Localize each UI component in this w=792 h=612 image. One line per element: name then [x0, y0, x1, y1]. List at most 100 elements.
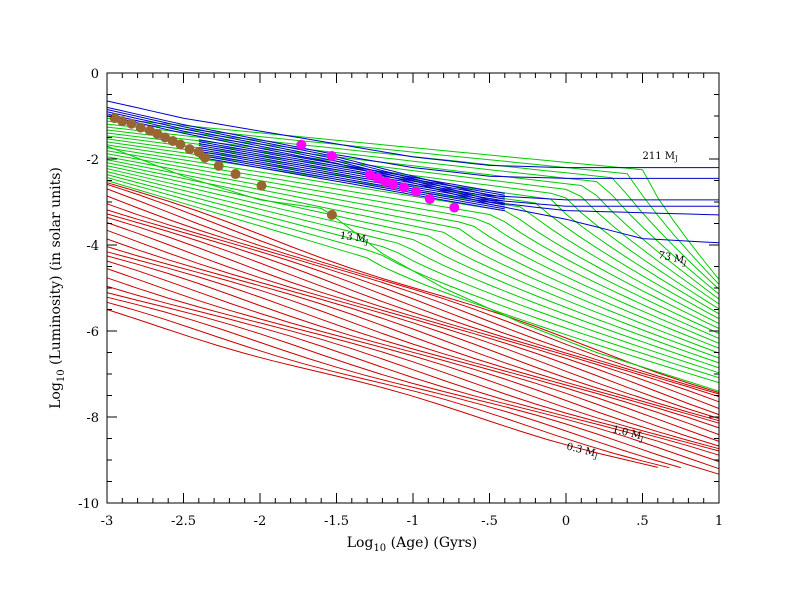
star-track: [198, 148, 505, 204]
x-tick-label: .5: [636, 514, 648, 529]
brown-dwarf-track: [106, 171, 720, 369]
deuterium-limit-track: [106, 145, 720, 392]
brown-data-point: [230, 169, 241, 180]
brown-dwarf-track: [106, 150, 720, 334]
brown-data-point: [184, 144, 195, 155]
x-tick-label: -1.5: [324, 514, 349, 529]
object-markers: [109, 113, 460, 220]
star-track: [198, 139, 505, 194]
star-track: [106, 106, 719, 179]
star-track: [198, 146, 505, 202]
brown-dwarf-track: [106, 180, 720, 384]
brown-data-point: [144, 125, 155, 136]
star-track: [198, 150, 505, 206]
planet-track: [106, 246, 720, 442]
x-tick-label: 1: [715, 514, 723, 529]
star-track: [106, 113, 720, 216]
x-axis-title: Log10 (Age) (Gyrs): [347, 535, 478, 554]
y-tick-label: -10: [78, 497, 99, 512]
mass-label: 0.3 MJ: [565, 441, 599, 460]
y-tick-label: -8: [86, 411, 99, 426]
axis-ticks: [106, 72, 720, 504]
brown-data-point: [213, 160, 224, 171]
brown-dwarf-track: [106, 159, 720, 349]
brown-data-point: [199, 152, 210, 163]
magenta-data-point: [296, 139, 307, 150]
star-track: [106, 111, 719, 207]
planet-track: [106, 222, 720, 424]
planet-track: [106, 182, 720, 394]
planet-track: [106, 296, 681, 469]
planet-track: [106, 209, 720, 416]
brown-data-point: [135, 122, 146, 133]
brown-data-point: [126, 118, 137, 129]
brown-dwarf-track: [106, 153, 720, 339]
star-track: [106, 109, 719, 201]
x-tick-label: -2.5: [171, 514, 196, 529]
magenta-data-point: [398, 182, 409, 193]
x-tick-label: -3: [101, 514, 114, 529]
brown-data-point: [152, 129, 163, 140]
star-track: [198, 145, 505, 200]
brown-dwarf-track: [106, 129, 720, 300]
planet-track: [106, 203, 720, 409]
brown-data-point: [256, 180, 267, 191]
mass-label: 211 MJ: [643, 151, 679, 163]
planet-track: [106, 309, 658, 468]
y-axis-title: Log10 (Luminosity) (in solar units): [48, 167, 67, 409]
planet-track: [106, 301, 670, 469]
planet-track: [106, 238, 720, 436]
brown-data-point: [160, 132, 171, 143]
mass-label: 73 MJ: [657, 250, 688, 268]
y-tick-label: 0: [91, 67, 99, 82]
planet-track: [106, 260, 720, 452]
magenta-data-point: [365, 169, 376, 180]
planet-track: [106, 195, 720, 403]
brown-data-point: [117, 116, 128, 127]
magenta-data-point: [326, 150, 337, 161]
brown-dwarf-track: [106, 165, 720, 359]
magenta-data-point: [380, 176, 391, 187]
y-tick-label: -6: [86, 325, 99, 340]
x-tick-label: -.5: [481, 514, 498, 529]
magenta-data-point: [411, 186, 422, 197]
y-tick-label: -4: [86, 239, 99, 254]
planet-track: [106, 292, 720, 475]
brown-dwarf-track: [106, 174, 720, 374]
planet-track: [106, 216, 720, 422]
y-tick-label: -2: [86, 153, 99, 168]
brown-dwarf-track: [106, 147, 720, 329]
planet-track: [106, 183, 720, 395]
star-track: [106, 100, 719, 169]
magenta-data-point: [372, 172, 383, 183]
brown-dwarf-track: [106, 156, 720, 344]
brown-data-point: [175, 139, 186, 150]
brown-data-point: [326, 209, 337, 220]
mass-label: 13 MJ: [339, 231, 370, 247]
evolution-tracks: [106, 100, 720, 475]
star-track: [198, 152, 505, 208]
planet-track: [106, 213, 720, 419]
brown-data-point: [167, 135, 178, 146]
x-tick-label: 0: [562, 514, 570, 529]
magenta-data-point: [449, 202, 460, 213]
x-tick-label: -1: [407, 514, 420, 529]
star-track: [198, 156, 505, 212]
planet-track: [106, 285, 720, 470]
magenta-data-point: [388, 179, 399, 190]
planet-track: [106, 188, 720, 398]
magenta-data-point: [424, 193, 435, 204]
planet-track: [106, 229, 720, 429]
star-track: [198, 141, 505, 196]
tick-labels: -3 -2.5 -2 -1.5 -1 -.5 0 .5 1 0 -2 -4 -6 -8 -10: [78, 67, 723, 529]
planet-track: [106, 268, 720, 456]
planet-track: [106, 255, 720, 450]
brown-dwarf-track: [106, 168, 720, 364]
star-track: [198, 143, 505, 198]
planet-track: [106, 277, 720, 463]
x-tick-label: -2: [254, 514, 267, 529]
planet-track: [106, 251, 720, 447]
star-track: [198, 154, 505, 210]
